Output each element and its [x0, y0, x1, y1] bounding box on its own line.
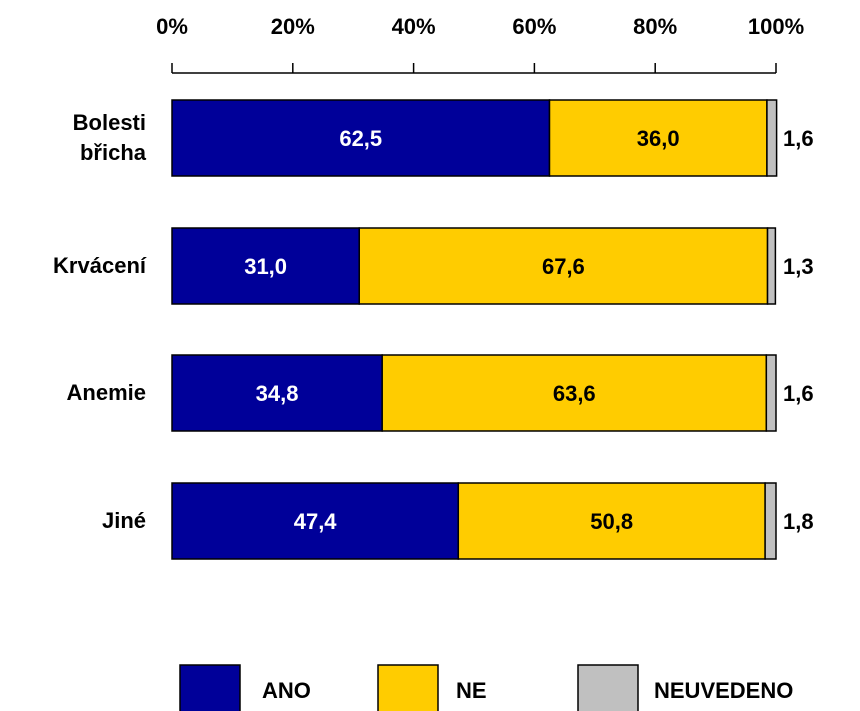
bar-segment: [766, 99, 778, 177]
x-tick-label: 60%: [512, 14, 556, 39]
bar-segment: [171, 99, 551, 177]
x-tick-label: 20%: [271, 14, 315, 39]
value-label: 1,8: [783, 509, 814, 534]
legend-label: NEUVEDENO: [654, 678, 793, 703]
x-tick-label: 40%: [392, 14, 436, 39]
category-label: Bolesti břicha: [72, 110, 146, 165]
bar-segment: [358, 227, 769, 305]
value-label: 47,4: [294, 509, 338, 534]
bar-segment: [548, 99, 768, 177]
legend-swatch: [179, 664, 241, 711]
legend-label: ANO: [262, 678, 311, 703]
category-label: Krvácení: [53, 253, 146, 278]
category-label: Jiné: [101, 508, 146, 533]
value-label: 31,0: [244, 254, 287, 279]
legend-label: NE: [456, 678, 487, 703]
legend-swatch: [577, 664, 639, 711]
value-label: 62,5: [339, 126, 382, 151]
x-tick-label: 80%: [633, 14, 677, 39]
x-tick-label: 0%: [156, 14, 188, 39]
value-label: 1,3: [783, 254, 814, 279]
bar-segment: [381, 354, 768, 432]
value-label: 1,6: [783, 126, 814, 151]
value-label: 34,8: [256, 381, 299, 406]
value-label: 50,8: [590, 509, 633, 534]
bar-segment: [171, 227, 360, 305]
value-label: 63,6: [553, 381, 596, 406]
bar-segment: [765, 354, 777, 432]
category-label: Anemie: [66, 380, 146, 405]
legend-swatch: [377, 664, 439, 711]
x-tick-label: 100%: [748, 14, 804, 39]
value-label: 1,6: [783, 381, 814, 406]
bar-segment: [171, 354, 383, 432]
value-label: 36,0: [637, 126, 680, 151]
value-label: 67,6: [542, 254, 585, 279]
bar-segment: [766, 227, 777, 305]
bar-segment: [764, 482, 777, 560]
